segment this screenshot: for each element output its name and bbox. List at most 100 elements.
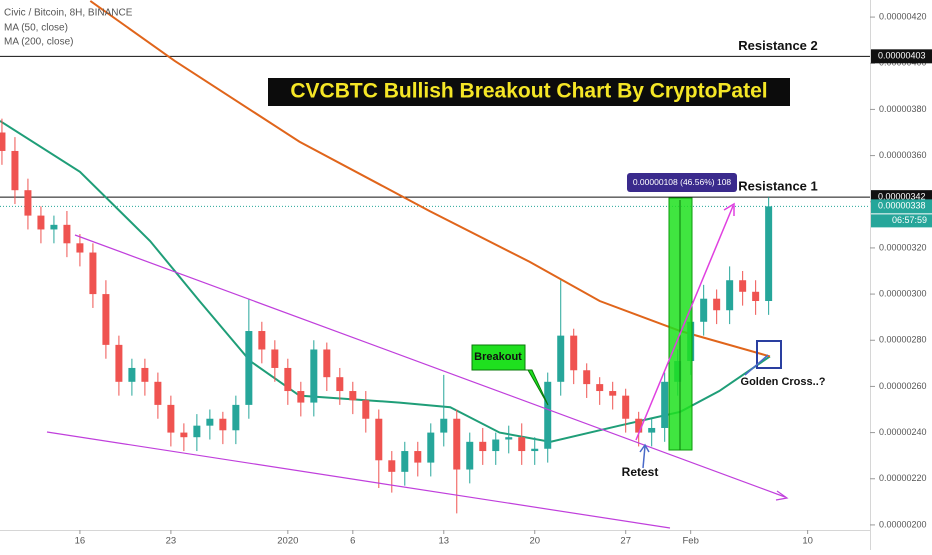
y-tick-label: 0.00000240 <box>879 427 927 437</box>
annotation: Golden Cross..? <box>741 376 826 388</box>
candle-body <box>583 370 591 385</box>
arrow-head <box>639 443 650 453</box>
y-tick-label: 0.00000320 <box>879 242 927 252</box>
candle-body <box>505 437 513 440</box>
candle-body <box>167 404 175 433</box>
y-tick-label: 0.00000220 <box>879 473 927 483</box>
candle-body <box>635 418 643 433</box>
candle-body <box>89 252 97 295</box>
candle-body <box>141 367 149 382</box>
candle-body <box>518 437 526 452</box>
candle-body <box>609 391 617 396</box>
candle-body <box>466 441 474 470</box>
x-tick-label: 6 <box>350 536 355 547</box>
candle-body <box>219 418 227 431</box>
candle-body <box>401 451 409 472</box>
annotation: Breakout <box>474 351 522 363</box>
candle-body <box>128 367 136 382</box>
candle-body <box>180 432 188 438</box>
y-tick-label: 0.00000420 <box>879 11 927 21</box>
candle-body <box>336 377 344 392</box>
candle-body <box>284 367 292 392</box>
candle-body <box>596 384 604 392</box>
golden-cross-box <box>756 340 782 369</box>
candle-body <box>752 291 760 302</box>
candle-body <box>661 381 669 428</box>
candle-body <box>24 190 32 216</box>
y-tick-label: 0.00000300 <box>879 288 927 298</box>
x-tick-label: 23 <box>166 536 177 547</box>
candle-body <box>557 335 565 382</box>
candle-body <box>115 344 123 382</box>
price-tag <box>871 199 932 214</box>
breakout-callout <box>471 344 549 406</box>
candle-body <box>323 349 331 378</box>
price-tag <box>871 49 932 64</box>
countdown-bg <box>871 214 932 228</box>
projection-arrow <box>635 205 734 441</box>
candle-body <box>440 418 448 433</box>
candle-body <box>375 418 383 461</box>
candle-body <box>427 432 435 463</box>
legend: MA (50, close) MA (200, close) <box>4 23 73 48</box>
candle-body <box>154 381 162 405</box>
candle-body <box>453 418 461 470</box>
candle-body <box>193 425 201 438</box>
candle-body <box>700 298 708 322</box>
cross-arrow <box>744 354 769 376</box>
candle-body <box>765 206 773 302</box>
candle-body <box>622 395 630 419</box>
candle-body <box>570 335 578 371</box>
x-tick-label: 13 <box>438 536 449 547</box>
candle-body <box>206 418 214 426</box>
measure-label: 0.00000108 (46.56%) 108 <box>633 177 732 187</box>
arrow-head <box>723 202 735 216</box>
candle-body <box>479 441 487 452</box>
candle-body <box>349 391 357 401</box>
candle-body <box>232 404 240 431</box>
candle-body <box>102 294 110 345</box>
x-tick-label: 20 <box>529 536 540 547</box>
trendline-lower <box>46 431 671 529</box>
candle-body <box>310 349 318 403</box>
candle-body <box>271 349 279 368</box>
resistance-label: Resistance 1 <box>738 179 818 194</box>
candle-body <box>50 224 58 230</box>
trendline-upper <box>74 234 786 498</box>
candle-body <box>258 331 266 350</box>
price-tag-label: 0.00000342 <box>878 192 926 202</box>
candle-body <box>492 439 500 452</box>
x-tick-label: 10 <box>802 536 813 547</box>
candle-body <box>388 460 396 472</box>
candle-body <box>648 427 656 433</box>
arrow-head <box>775 490 789 501</box>
candle-body <box>297 391 305 403</box>
measure-label-bg <box>627 173 737 192</box>
candle-body <box>245 331 253 405</box>
candle-body <box>0 132 6 151</box>
y-tick-label: 0.00000200 <box>879 519 927 529</box>
candle-body <box>76 243 84 253</box>
x-tick-label: 2020 <box>277 536 298 547</box>
candle-body <box>531 448 539 452</box>
candle-body <box>414 451 422 463</box>
candle-body <box>362 400 370 419</box>
candle-body <box>726 280 734 311</box>
symbol: Civic / Bitcoin, 8H, BINANCE <box>4 8 133 19</box>
price-tag-label: 0.00000338 <box>878 201 926 211</box>
price-tag-label: 0.00000403 <box>878 51 926 61</box>
candle-body <box>739 280 747 292</box>
legend-entry: MA (200, close) <box>4 37 73 48</box>
retest-arrow <box>642 445 646 469</box>
moving-average <box>89 0 771 358</box>
y-tick-label: 0.00000360 <box>879 150 927 160</box>
candle-body <box>713 298 721 311</box>
candle-body <box>544 381 552 449</box>
x-tick-label: Feb <box>682 536 698 547</box>
chart-title: CVCBTC Bullish Breakout Chart By CryptoP… <box>290 80 767 103</box>
countdown: 06:57:59 <box>892 215 927 225</box>
legend-entry: MA (50, close) <box>4 23 68 34</box>
resistance-label: Resistance 2 <box>738 38 818 53</box>
